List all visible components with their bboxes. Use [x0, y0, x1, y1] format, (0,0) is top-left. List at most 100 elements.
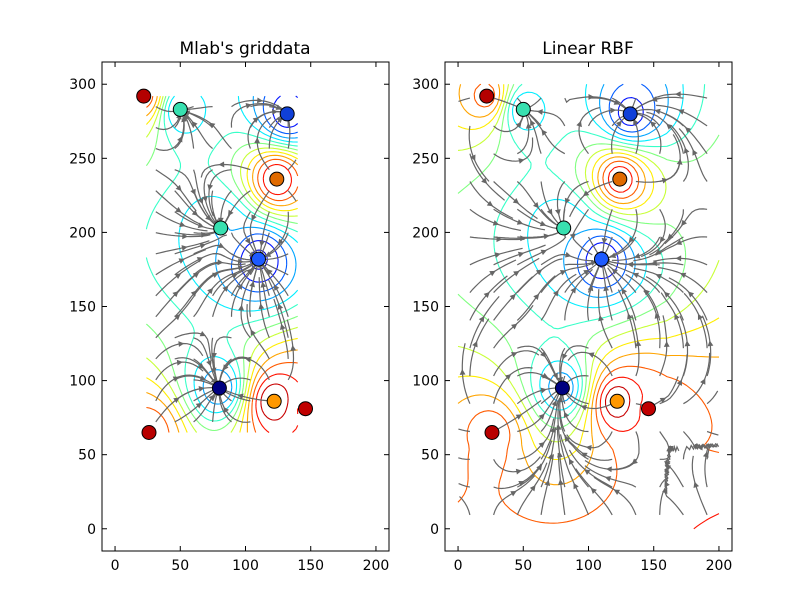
streamline-arrow — [266, 268, 273, 276]
streamline-arrow — [199, 375, 207, 381]
streamline-arrow — [570, 287, 577, 294]
streamline-arrow — [533, 293, 540, 301]
streamline-arrow — [604, 475, 612, 482]
streamline-arrow — [547, 453, 554, 460]
streamline-arrow — [697, 444, 703, 451]
streamline-arrow — [678, 109, 685, 115]
contour-line — [146, 95, 299, 433]
streamline-arrow — [505, 374, 512, 381]
streamline-arrow — [201, 195, 208, 203]
streamline-arrow — [655, 273, 662, 280]
streamline-arrow — [217, 242, 225, 248]
streamline-arrow — [251, 214, 257, 221]
streamline-arrow — [211, 352, 217, 359]
streamline-arrow — [539, 220, 547, 227]
streamline-arrow — [190, 290, 197, 297]
streamline-arrow — [551, 400, 557, 407]
x-tick-label: 0 — [454, 558, 463, 574]
streamline-arrow — [492, 220, 500, 226]
streamline — [458, 428, 470, 433]
streamline-arrow — [195, 402, 202, 409]
streamline-arrow — [700, 378, 706, 385]
streamline-arrow — [557, 479, 564, 486]
data-points — [136, 88, 313, 440]
streamline-arrow — [559, 270, 567, 276]
streamline — [287, 190, 297, 202]
streamline-arrow — [174, 273, 182, 279]
x-tick-label: 100 — [232, 558, 259, 574]
y-tick-label: 50 — [78, 448, 96, 464]
streamline-arrow — [538, 413, 545, 420]
streamline-arrow — [222, 285, 229, 292]
data-point — [251, 251, 266, 267]
streamline-arrow — [178, 341, 185, 347]
streamline-arrow — [486, 200, 494, 207]
streamline-arrow — [179, 221, 186, 228]
streamline-arrow — [205, 214, 212, 221]
streamline — [704, 442, 720, 488]
axis-ticks: 0 50 100 150 200 0 50 100 150 200 250 300 — [69, 62, 389, 574]
streamline — [706, 390, 719, 405]
streamline-arrow — [207, 184, 214, 191]
streamline-arrow — [563, 411, 570, 419]
streamline-arrow — [238, 304, 245, 311]
x-tick-label: 200 — [706, 558, 733, 574]
streamline-arrow — [627, 261, 634, 268]
x-tick-label: 150 — [297, 558, 324, 574]
streamline-arrow — [459, 368, 466, 375]
streamline-arrow — [681, 219, 687, 227]
streamline-arrow — [684, 340, 691, 347]
streamline-arrow — [512, 198, 520, 204]
streamline-arrow — [628, 236, 635, 243]
panel-linear-rbf: Linear RBF 0 50 100 150 200 0 50 100 150 200 250 30… — [412, 39, 733, 574]
streamline-arrow — [196, 257, 204, 263]
streamline-arrow — [541, 129, 548, 136]
streamline-arrow — [557, 451, 563, 458]
panel-mlab-griddata: Mlab's griddata 0 50 100 150 200 0 50 100 150 200… — [69, 39, 390, 574]
streamline-arrow — [603, 285, 610, 292]
contour-line — [576, 83, 656, 289]
data-point — [479, 88, 495, 104]
y-tick-label: 0 — [430, 522, 439, 538]
streamline-arrow — [631, 458, 638, 465]
streamline-arrow — [290, 344, 297, 351]
streamline-arrow — [569, 233, 576, 240]
panel-title: Linear RBF — [542, 39, 634, 59]
streamline-arrow — [271, 109, 278, 115]
y-tick-label: 100 — [69, 374, 96, 390]
streamline-arrow — [676, 379, 682, 386]
streamline-arrow — [197, 363, 205, 369]
streamline-arrow — [544, 479, 551, 487]
streamline-arrow — [621, 288, 628, 295]
streamline-arrow — [627, 313, 633, 320]
streamline-arrow — [564, 251, 572, 258]
axis-ticks: 0 50 100 150 200 0 50 100 150 200 250 300 — [412, 62, 732, 574]
streamline-arrow — [513, 270, 520, 277]
streamline-arrow — [613, 99, 620, 105]
streamline-arrow — [237, 258, 244, 265]
streamline-arrow — [244, 237, 251, 245]
streamline-arrow — [549, 426, 556, 433]
data-point — [612, 171, 628, 187]
streamline-arrow — [659, 236, 666, 243]
streamline-arrow — [509, 294, 516, 301]
contour-line — [255, 163, 299, 433]
data-point — [484, 425, 500, 440]
streamline-arrow — [664, 460, 671, 467]
streamline-arrow — [552, 372, 558, 379]
streamline-arrow — [530, 119, 536, 127]
streamline — [706, 430, 719, 436]
streamline-arrow — [693, 481, 700, 488]
data-point — [172, 101, 188, 117]
x-tick-label: 0 — [111, 558, 120, 574]
streamline-arrow — [683, 147, 690, 154]
streamline-arrow — [183, 114, 190, 121]
streamline-arrow — [606, 466, 612, 473]
streamline-arrow — [540, 249, 547, 256]
streamline-arrow — [613, 489, 621, 495]
streamline-arrow — [176, 359, 183, 366]
streamline-arrow — [562, 353, 568, 360]
streamline-arrow — [260, 281, 267, 288]
contour-line — [457, 83, 720, 524]
